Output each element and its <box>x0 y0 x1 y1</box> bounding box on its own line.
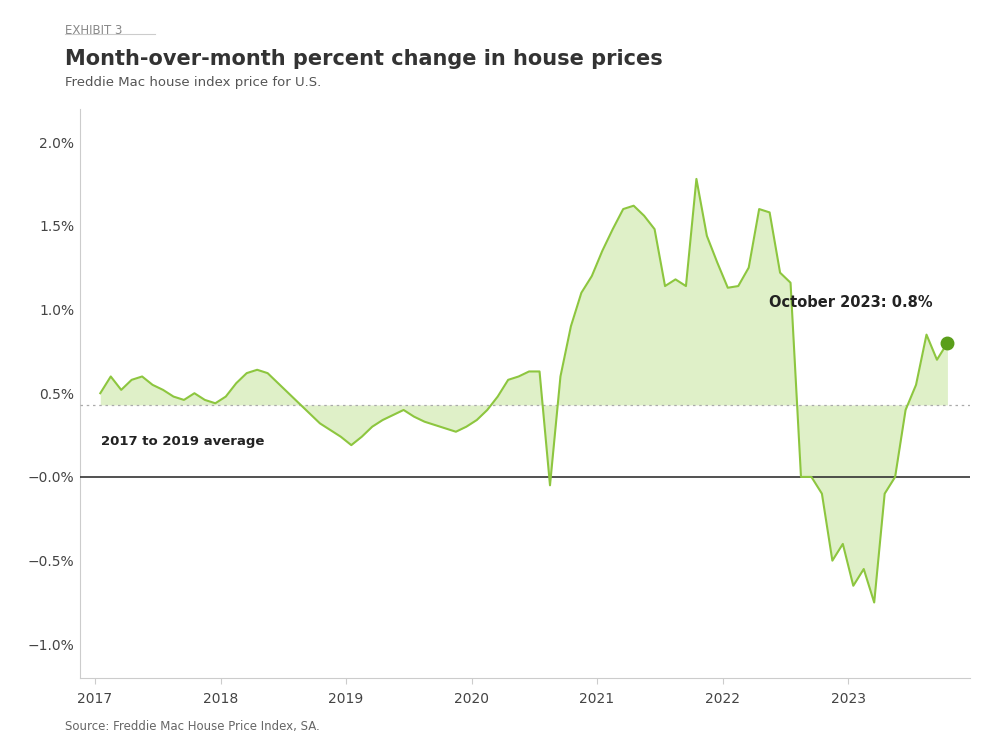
Text: EXHIBIT 3: EXHIBIT 3 <box>65 24 122 37</box>
Text: Freddie Mac house index price for U.S.: Freddie Mac house index price for U.S. <box>65 76 321 89</box>
Text: 2017 to 2019 average: 2017 to 2019 average <box>101 435 265 448</box>
Text: Month-over-month percent change in house prices: Month-over-month percent change in house… <box>65 49 663 69</box>
Text: Source: Freddie Mac House Price Index, SA.: Source: Freddie Mac House Price Index, S… <box>65 720 320 733</box>
Text: October 2023: 0.8%: October 2023: 0.8% <box>769 294 932 309</box>
